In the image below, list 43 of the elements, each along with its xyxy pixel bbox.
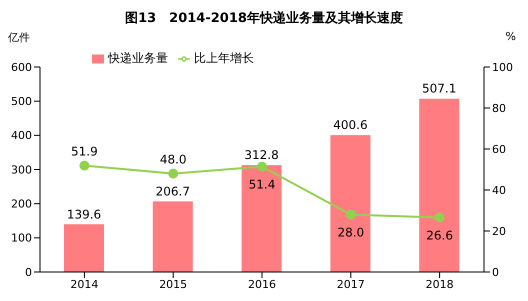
- x-tick-label: 2016: [248, 278, 276, 291]
- bar: [64, 224, 104, 272]
- data-label: 51.4: [248, 178, 276, 192]
- x-tick-label: 2015: [159, 278, 188, 291]
- legend-label: 快递业务量: [108, 51, 168, 65]
- bar: [152, 201, 193, 272]
- point: [346, 210, 356, 220]
- data-label: 28.0: [337, 226, 364, 240]
- data-label: 507.1: [422, 82, 456, 96]
- data-label: 400.6: [333, 118, 368, 132]
- data-label: 48.0: [160, 152, 187, 167]
- y-tick-label: 400: [11, 129, 32, 142]
- data-label: 51.9: [71, 144, 98, 159]
- data-label: 312.8: [244, 148, 279, 162]
- chart-title: 图13 2014-2018年快递业务量及其增长速度: [124, 10, 404, 28]
- y-tick-label: 300: [11, 163, 32, 176]
- y-tick-label: 600: [11, 60, 32, 74]
- y-tick-label: 100: [11, 232, 32, 245]
- data-label: 139.6: [66, 207, 102, 222]
- y-axis-title: 亿件: [8, 30, 30, 45]
- y-tick-label: 200: [11, 198, 32, 211]
- y2-tick-label: 80: [492, 102, 506, 115]
- y-tick-label: 0: [25, 266, 32, 279]
- data-label: 26.6: [426, 228, 453, 242]
- x-tick-label: 2017: [336, 278, 365, 291]
- y2-tick-label: 60: [492, 142, 506, 156]
- x-tick-label: 2014: [70, 278, 98, 291]
- y2-tick-label: 100: [492, 60, 513, 74]
- y-tick-label: 500: [11, 95, 32, 108]
- bar: [242, 165, 282, 272]
- point: [434, 212, 445, 222]
- bar: [330, 135, 370, 272]
- y2-tick-label: 0: [492, 266, 499, 279]
- x-tick-label: 2018: [426, 278, 454, 291]
- data-label: 206.7: [156, 184, 190, 198]
- bar: [419, 98, 460, 272]
- y2-tick-label: 20: [492, 224, 506, 238]
- point: [257, 162, 267, 172]
- point: [79, 160, 90, 171]
- y2-axis-title: %: [506, 30, 516, 43]
- y2-tick-label: 40: [492, 184, 506, 197]
- legend-label: 比上年增长: [194, 51, 254, 65]
- point: [168, 168, 178, 179]
